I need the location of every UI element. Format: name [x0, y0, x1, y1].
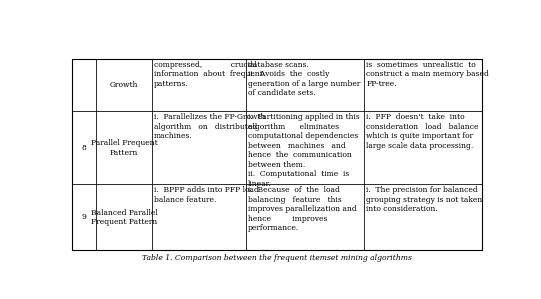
- Text: Growth: Growth: [110, 81, 138, 89]
- Text: i.  BPFP adds into PFP load
balance feature.: i. BPFP adds into PFP load balance featu…: [154, 186, 259, 204]
- Text: is  sometimes  unrealistic  to
construct a main memory based
FP-tree.: is sometimes unrealistic to construct a …: [366, 61, 489, 88]
- Bar: [364, 59, 482, 111]
- Bar: [71, 111, 96, 184]
- Text: Table 1. Comparison between the frequent itemset mining algorithms: Table 1. Comparison between the frequent…: [142, 254, 412, 262]
- Text: i.  PFP  doesn't  take  into
consideration   load   balance
which is quite impor: i. PFP doesn't take into consideration l…: [366, 113, 479, 150]
- Bar: [364, 184, 482, 250]
- Text: Balanced Parallel
Frequent Pattern: Balanced Parallel Frequent Pattern: [90, 209, 157, 226]
- Bar: [246, 111, 364, 184]
- Bar: [96, 184, 153, 250]
- Text: i.  The precision for balanced
grouping strategy is not taken
into consideration: i. The precision for balanced grouping s…: [366, 186, 483, 213]
- Bar: [246, 184, 364, 250]
- Text: 9: 9: [81, 213, 86, 221]
- Text: compressed,            crucial
information  about  frequent
patterns.: compressed, crucial information about fr…: [154, 61, 263, 88]
- Bar: [153, 59, 246, 111]
- Bar: [153, 184, 246, 250]
- Text: i.  Partitioning applied in this
algorithm      eliminates
computational depende: i. Partitioning applied in this algorith…: [248, 113, 360, 188]
- Bar: [364, 111, 482, 184]
- Text: Parallel Frequent
Pattern: Parallel Frequent Pattern: [90, 139, 157, 156]
- Text: database scans.
ii.  Avoids  the  costly
generation of a large number
of candida: database scans. ii. Avoids the costly ge…: [248, 61, 361, 97]
- Bar: [96, 111, 153, 184]
- Bar: [246, 59, 364, 111]
- Bar: [153, 111, 246, 184]
- Text: i.  Parallelizes the FP-Growth
algorithm   on   distributed
machines.: i. Parallelizes the FP-Growth algorithm …: [154, 113, 266, 140]
- Text: 8: 8: [81, 144, 86, 152]
- Bar: [96, 59, 153, 111]
- Bar: [71, 184, 96, 250]
- Bar: [71, 59, 96, 111]
- Bar: [71, 59, 482, 250]
- Text: i.  Because  of  the  load
balancing   feature   this
improves parallelization a: i. Because of the load balancing feature…: [248, 186, 357, 232]
